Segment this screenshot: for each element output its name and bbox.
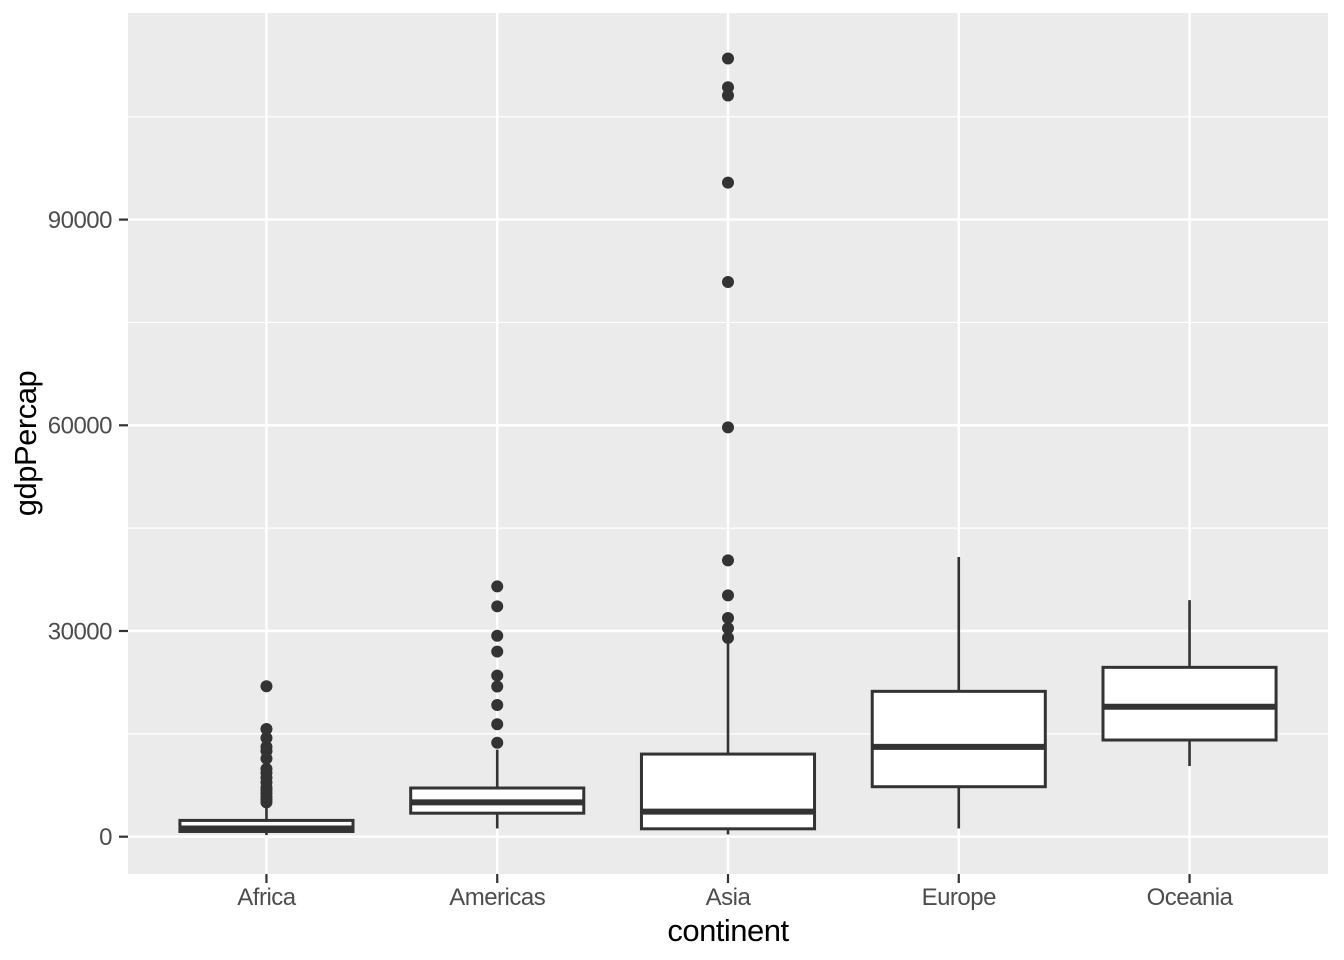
boxplot-americas-outlier-point [491,580,504,593]
boxplot-americas-outlier-point [491,600,504,613]
boxplot-africa-outlier-point [260,740,273,753]
boxplot-americas-outlier-point [491,645,504,658]
boxplot-asia-outlier-point [722,622,734,635]
x-tick-label: Asia [706,884,752,911]
boxplot-asia-outlier-point [722,611,734,624]
boxplot-asia-outlier-point [722,176,734,189]
y-tick-label: 30000 [48,618,112,645]
boxplot-americas-outlier-point [491,669,504,682]
boxplot-asia-outlier-point [722,421,734,434]
boxplot-asia-outlier-point [722,89,734,102]
boxplot-asia-outlier-point [722,554,734,567]
x-axis-title: continent [667,913,789,948]
x-tick-label: Europe [922,884,997,911]
boxplot-asia-outlier-point [722,52,734,65]
boxplot-americas-outlier-point [491,699,504,712]
boxplot-asia-box [639,752,817,831]
boxplot-oceania-box [1101,665,1278,742]
y-tick-label: 60000 [48,413,112,440]
y-axis-title: gdpPercap [8,371,43,516]
boxplot-africa-outlier-point [260,762,273,775]
boxplot-asia-outlier-point [722,275,734,288]
x-tick-label: Oceania [1147,884,1234,911]
y-tick-label: 90000 [48,207,112,234]
boxplot-americas-outlier-point [491,680,504,693]
boxplot-americas-outlier-point [491,629,504,642]
x-tick-label: Americas [449,884,546,911]
boxplot-africa-outlier-point [260,680,273,693]
boxplot-americas-outlier-point [491,718,504,731]
boxplot-europe-box [870,689,1047,789]
boxplot-americas-outlier-point [491,736,504,749]
chart-plot-area: 0 30000 60000 90000 Africa Americas Asia Europe… [48,13,1328,911]
boxplot-asia-outlier-point [722,589,734,602]
boxplot-asia-outlier-point [722,81,734,94]
boxplot-africa-outlier-point [260,723,273,736]
x-tick-label: Africa [237,884,297,911]
boxplot-africa-outlier-point [260,731,273,744]
y-tick-label: 0 [99,824,112,851]
boxplot-asia-outlier-point [722,631,734,644]
